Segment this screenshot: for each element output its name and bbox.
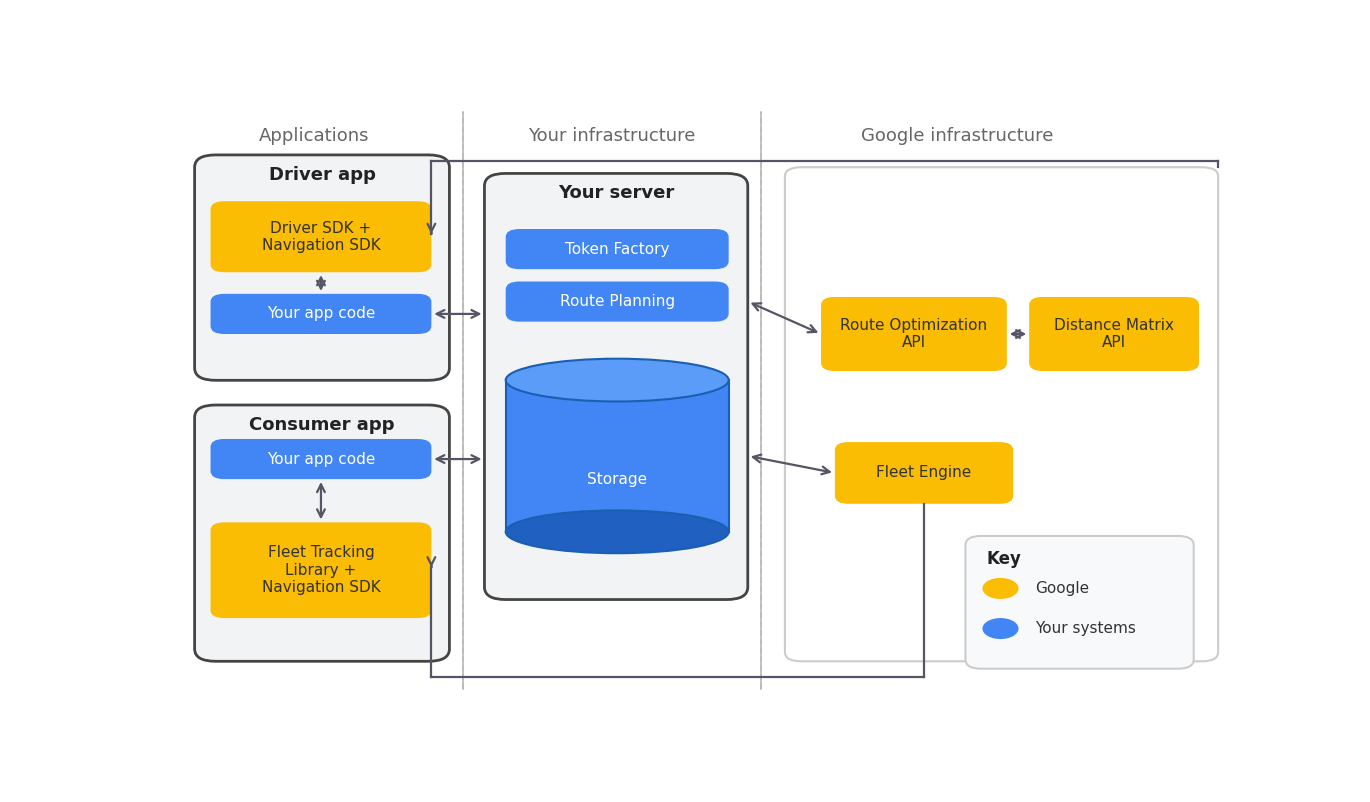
FancyBboxPatch shape <box>485 173 748 600</box>
FancyBboxPatch shape <box>785 168 1218 662</box>
FancyBboxPatch shape <box>834 442 1014 504</box>
Text: Driver SDK +
Navigation SDK: Driver SDK + Navigation SDK <box>262 221 381 253</box>
FancyBboxPatch shape <box>211 522 432 618</box>
FancyBboxPatch shape <box>821 297 1007 371</box>
Text: Google infrastructure: Google infrastructure <box>860 128 1054 145</box>
Text: Google: Google <box>1036 581 1089 596</box>
Circle shape <box>982 578 1018 599</box>
Text: Your app code: Your app code <box>267 306 375 322</box>
Text: Driver app: Driver app <box>269 166 375 184</box>
FancyBboxPatch shape <box>1029 297 1199 371</box>
Text: Your infrastructure: Your infrastructure <box>529 128 696 145</box>
Text: Token Factory: Token Factory <box>564 241 670 257</box>
Text: Your app code: Your app code <box>267 452 375 467</box>
Text: Fleet Engine: Fleet Engine <box>877 465 971 480</box>
Circle shape <box>982 618 1018 639</box>
FancyBboxPatch shape <box>195 155 449 380</box>
Bar <box>506 380 729 532</box>
Text: Route Planning: Route Planning <box>559 294 675 309</box>
Text: Applications: Applications <box>259 128 370 145</box>
Ellipse shape <box>506 358 729 402</box>
FancyBboxPatch shape <box>195 405 449 662</box>
Text: Storage: Storage <box>588 472 647 487</box>
Text: Distance Matrix
API: Distance Matrix API <box>1054 318 1174 350</box>
Ellipse shape <box>506 510 729 553</box>
FancyBboxPatch shape <box>211 439 432 479</box>
FancyBboxPatch shape <box>506 282 729 322</box>
FancyBboxPatch shape <box>211 201 432 272</box>
FancyBboxPatch shape <box>211 294 432 334</box>
Text: Route Optimization
API: Route Optimization API <box>840 318 988 350</box>
FancyBboxPatch shape <box>966 536 1193 669</box>
Text: Your systems: Your systems <box>1036 621 1136 636</box>
FancyBboxPatch shape <box>506 229 729 269</box>
Text: Fleet Tracking
Library +
Navigation SDK: Fleet Tracking Library + Navigation SDK <box>262 545 381 595</box>
Text: Key: Key <box>986 550 1022 569</box>
Text: Your server: Your server <box>558 184 674 202</box>
Text: Consumer app: Consumer app <box>249 415 395 434</box>
